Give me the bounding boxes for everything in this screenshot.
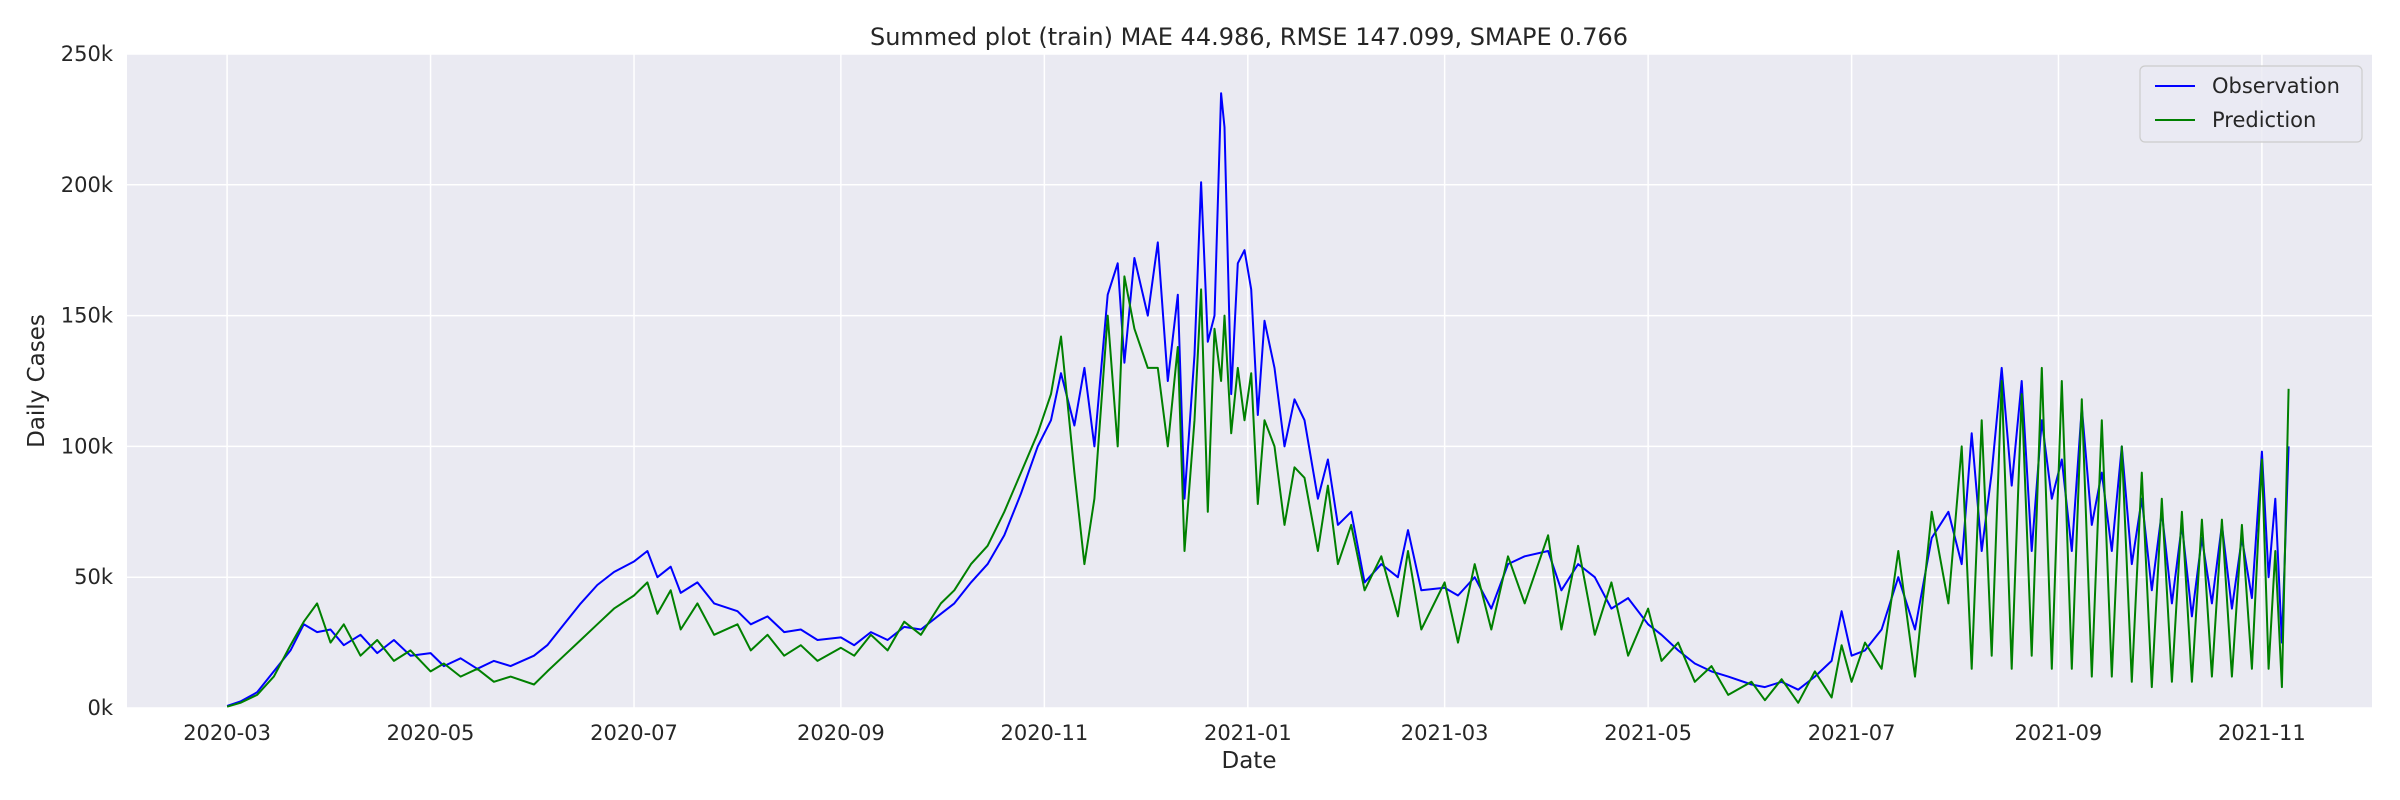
legend: Observation Prediction — [2139, 65, 2363, 143]
x-tick-label: 2020-09 — [797, 721, 885, 745]
series-layer — [226, 92, 2290, 708]
y-tick-label: 100k — [61, 434, 114, 458]
legend-label-observation: Observation — [2212, 74, 2340, 98]
grid — [127, 53, 2372, 709]
ticks: 2020-03 2020-05 2020-07 2020-09 2020-11 2021-… — [61, 42, 2306, 745]
x-tick-label: 2021-09 — [2015, 721, 2103, 745]
y-tick-label: 250k — [61, 42, 114, 66]
x-tick-label: 2020-07 — [590, 721, 678, 745]
x-tick-label: 2021-03 — [1401, 721, 1489, 745]
series-line-prediction — [226, 275, 2290, 708]
x-tick-label: 2021-05 — [1604, 721, 1692, 745]
x-tick-label: 2021-01 — [1204, 721, 1292, 745]
x-tick-label: 2020-11 — [1000, 721, 1088, 745]
x-axis-title: Date — [1222, 748, 1277, 774]
chart-title: Summed plot (train) MAE 44.986, RMSE 147… — [870, 23, 1628, 51]
legend-label-prediction: Prediction — [2212, 108, 2316, 132]
x-tick-label: 2021-07 — [1808, 721, 1896, 745]
x-tick-label: 2021-11 — [2218, 721, 2306, 745]
y-tick-label: 50k — [74, 565, 114, 589]
series-line-observation — [226, 92, 2290, 707]
y-tick-label: 200k — [61, 173, 114, 197]
y-tick-label: 0k — [87, 696, 113, 720]
y-tick-label: 150k — [61, 304, 114, 328]
legend-box — [2139, 65, 2363, 143]
y-axis-title: Daily Cases — [24, 314, 50, 448]
x-tick-label: 2020-03 — [183, 721, 271, 745]
x-tick-label: 2020-05 — [387, 721, 475, 745]
